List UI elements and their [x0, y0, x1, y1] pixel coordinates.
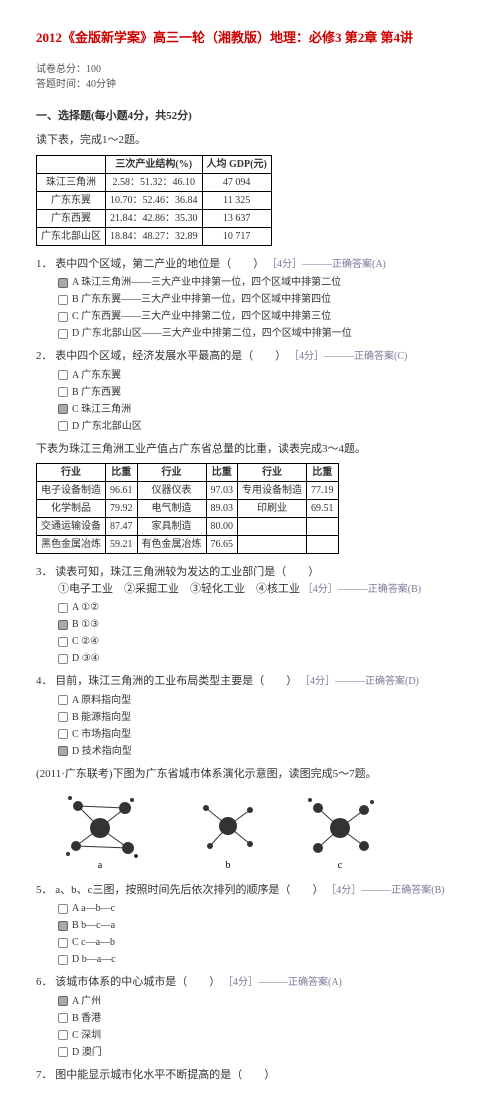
q2-tag: ［4分］———正确答案(C): [289, 351, 407, 362]
option[interactable]: D ③④: [58, 650, 468, 667]
option[interactable]: D 广东北部山区——三大产业中排第二位，四个区域中排第一位: [58, 325, 468, 342]
diagram-row: a b c: [50, 790, 468, 876]
q7-num: 7．: [36, 1069, 53, 1081]
option[interactable]: B 广东西翼: [58, 384, 468, 401]
q3-tag: ［4分］———正确答案(B): [303, 584, 421, 595]
svg-text:b: b: [226, 860, 231, 870]
option[interactable]: A 原料指向型: [58, 692, 468, 709]
q3-line2: ①电子工业 ②采掘工业 ③轻化工业 ④核工业: [58, 583, 300, 595]
radio-icon[interactable]: [58, 996, 68, 1006]
option[interactable]: B ①③: [58, 616, 468, 633]
option[interactable]: C 广东西翼——三大产业中排第二位，四个区域中排第三位: [58, 308, 468, 325]
option[interactable]: C ②④: [58, 633, 468, 650]
radio-icon[interactable]: [58, 729, 68, 739]
q2-text: 表中四个区域，经济发展水平最高的是（ ）: [55, 350, 286, 362]
option[interactable]: B 能源指向型: [58, 709, 468, 726]
radio-icon[interactable]: [58, 421, 68, 431]
pre-text-3: (2011·广东联考)下图为广东省城市体系演化示意图，读图完成5～7题。: [36, 766, 468, 783]
radio-icon[interactable]: [58, 278, 68, 288]
radio-icon[interactable]: [58, 387, 68, 397]
q4-text: 目前，珠江三角洲的工业布局类型主要是（ ）: [55, 675, 297, 687]
option[interactable]: A 广东东翼: [58, 367, 468, 384]
radio-icon[interactable]: [58, 1047, 68, 1057]
option[interactable]: A 广州: [58, 993, 468, 1010]
question-5: 5． a、b、c三图，按照时间先后依次排列的顺序是（ ） ［4分］———正确答案…: [36, 882, 468, 899]
q1-options: A 珠江三角洲——三大产业中排第一位，四个区域中排第二位B 广东东翼——三大产业…: [58, 274, 468, 342]
option[interactable]: C 深圳: [58, 1027, 468, 1044]
q1-tag: ［4分］———正确答案(A): [267, 259, 386, 270]
table-1: 三次产业结构(%)人均 GDP(元)珠江三角洲2.58：51.32：46.104…: [36, 155, 272, 246]
q1-text: 表中四个区域，第二产业的地位是（ ）: [55, 258, 264, 270]
question-6: 6． 该城市体系的中心城市是（ ） ［4分］———正确答案(A): [36, 974, 468, 991]
option[interactable]: C c—a—b: [58, 934, 468, 951]
radio-icon[interactable]: [58, 938, 68, 948]
question-2: 2． 表中四个区域，经济发展水平最高的是（ ） ［4分］———正确答案(C): [36, 348, 468, 365]
option[interactable]: A a—b—c: [58, 900, 468, 917]
option[interactable]: C 珠江三角洲: [58, 401, 468, 418]
radio-icon[interactable]: [58, 603, 68, 613]
q3-num: 3．: [36, 566, 53, 578]
city-diagram-svg: a b c: [50, 790, 410, 870]
radio-icon[interactable]: [58, 312, 68, 322]
table-2: 行业比重行业比重行业比重电子设备制造96.61仪器仪表97.03专用设备制造77…: [36, 463, 339, 554]
radio-icon[interactable]: [58, 904, 68, 914]
radio-icon[interactable]: [58, 712, 68, 722]
q3-options: A ①②B ①③C ②④D ③④: [58, 599, 468, 667]
q1-num: 1．: [36, 258, 53, 270]
q2-options: A 广东东翼B 广东西翼C 珠江三角洲D 广东北部山区: [58, 367, 468, 435]
q6-num: 6．: [36, 976, 53, 988]
option[interactable]: A ①②: [58, 599, 468, 616]
radio-icon[interactable]: [58, 404, 68, 414]
pre-text-1: 读下表，完成1～2题。: [36, 132, 468, 149]
option[interactable]: D 广东北部山区: [58, 418, 468, 435]
option[interactable]: B b—c—a: [58, 917, 468, 934]
option[interactable]: D b—a—c: [58, 951, 468, 968]
section-heading: 一、选择题(每小题4分，共52分): [36, 108, 468, 125]
radio-icon[interactable]: [58, 370, 68, 380]
q6-text: 该城市体系的中心城市是（ ）: [55, 976, 220, 988]
q4-num: 4．: [36, 675, 53, 687]
radio-icon[interactable]: [58, 746, 68, 756]
q4-tag: ［4分］———正确答案(D): [300, 676, 419, 687]
radio-icon[interactable]: [58, 620, 68, 630]
meta-score: 试卷总分：100: [36, 64, 101, 75]
radio-icon[interactable]: [58, 1030, 68, 1040]
option[interactable]: D 技术指向型: [58, 743, 468, 760]
radio-icon[interactable]: [58, 921, 68, 931]
page-title: 2012《金版新学案》高三一轮（湘教版）地理：必修3 第2章 第4讲: [36, 28, 468, 48]
radio-icon[interactable]: [58, 695, 68, 705]
q5-tag: ［4分］———正确答案(B): [326, 885, 444, 896]
q4-options: A 原料指向型B 能源指向型C 市场指向型D 技术指向型: [58, 692, 468, 760]
option[interactable]: B 广东东翼——三大产业中排第一位，四个区域中排第四位: [58, 291, 468, 308]
meta-time: 答题时间：40分钟: [36, 79, 116, 90]
radio-icon[interactable]: [58, 329, 68, 339]
svg-text:a: a: [98, 860, 103, 870]
svg-text:c: c: [338, 860, 343, 870]
meta-block: 试卷总分：100 答题时间：40分钟: [36, 62, 468, 92]
radio-icon[interactable]: [58, 1013, 68, 1023]
option[interactable]: D 澳门: [58, 1044, 468, 1061]
question-1: 1． 表中四个区域，第二产业的地位是（ ） ［4分］———正确答案(A): [36, 256, 468, 273]
q5-num: 5．: [36, 884, 53, 896]
pre-text-2: 下表为珠江三角洲工业产值占广东省总量的比重，读表完成3～4题。: [36, 441, 468, 458]
option[interactable]: C 市场指向型: [58, 726, 468, 743]
q6-options: A 广州B 香港C 深圳D 澳门: [58, 993, 468, 1061]
q5-text: a、b、c三图，按照时间先后依次排列的顺序是（ ）: [55, 884, 323, 896]
question-7: 7． 图中能显示城市化水平不断提高的是（ ）: [36, 1067, 468, 1084]
radio-icon[interactable]: [58, 955, 68, 965]
radio-icon[interactable]: [58, 654, 68, 664]
q5-options: A a—b—cB b—c—aC c—a—bD b—a—c: [58, 900, 468, 968]
option[interactable]: B 香港: [58, 1010, 468, 1027]
radio-icon[interactable]: [58, 637, 68, 647]
question-4: 4． 目前，珠江三角洲的工业布局类型主要是（ ） ［4分］———正确答案(D): [36, 673, 468, 690]
q6-tag: ［4分］———正确答案(A): [223, 977, 342, 988]
option[interactable]: A 珠江三角洲——三大产业中排第一位，四个区域中排第二位: [58, 274, 468, 291]
q7-text: 图中能显示城市化水平不断提高的是（ ）: [55, 1069, 275, 1081]
radio-icon[interactable]: [58, 295, 68, 305]
q2-num: 2．: [36, 350, 53, 362]
q3-text: 读表可知，珠江三角洲较为发达的工业部门是（ ）: [55, 566, 319, 578]
question-3: 3． 读表可知，珠江三角洲较为发达的工业部门是（ ） ①电子工业 ②采掘工业 ③…: [36, 564, 468, 597]
